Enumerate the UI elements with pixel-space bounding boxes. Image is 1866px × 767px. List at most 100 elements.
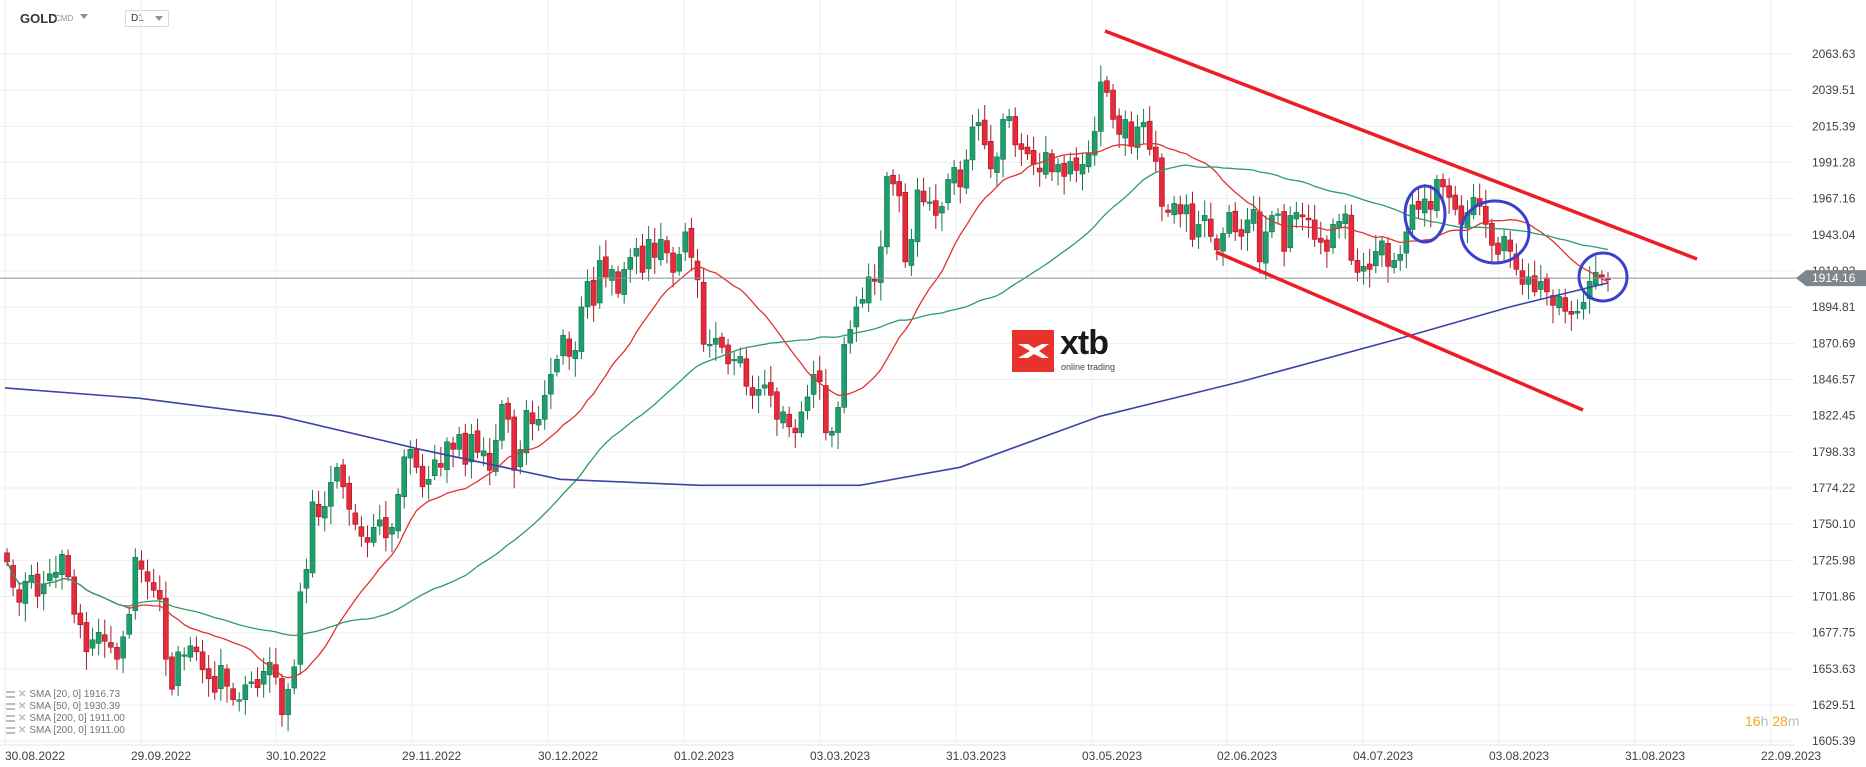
candle [1134, 126, 1141, 148]
candle [700, 281, 707, 345]
timeframe-select[interactable]: D1 [125, 10, 169, 27]
candle [1544, 277, 1550, 293]
candle [431, 459, 438, 477]
candle [1537, 281, 1544, 290]
legend-item-sma200-2[interactable]: ✕ SMA [200, 0] 1911.00 [6, 725, 125, 737]
candle [1140, 122, 1147, 128]
candle [957, 169, 964, 188]
annotation-circle[interactable] [1459, 199, 1531, 265]
candle [578, 306, 585, 352]
settings-lines-icon[interactable] [6, 714, 15, 722]
candle [132, 557, 139, 611]
candle [1366, 263, 1373, 270]
candle [101, 634, 108, 642]
candle [389, 527, 395, 535]
logo-brand: xtb [1060, 324, 1109, 362]
annotation-circle[interactable] [1577, 251, 1629, 303]
candle [95, 631, 102, 644]
candle [126, 613, 133, 635]
close-icon[interactable]: ✕ [18, 689, 27, 700]
candle [53, 572, 59, 578]
y-axis-label: 1798.33 [1812, 445, 1856, 459]
candle [120, 636, 126, 659]
candle [1067, 161, 1074, 175]
close-icon[interactable]: ✕ [18, 725, 27, 736]
symbol-dropdown-caret-icon[interactable] [80, 14, 88, 19]
candle [1012, 116, 1019, 146]
candle [425, 479, 432, 485]
y-axis-label: 1943.04 [1812, 228, 1856, 242]
candle [169, 656, 175, 690]
candle [505, 402, 511, 420]
candle [1299, 214, 1306, 218]
y-axis-label: 1822.45 [1812, 409, 1856, 423]
candle [28, 575, 35, 582]
candle [963, 159, 970, 189]
candle [1513, 253, 1520, 270]
candle [603, 256, 609, 278]
candle [1372, 251, 1379, 267]
candle [1330, 224, 1336, 249]
settings-lines-icon[interactable] [6, 726, 15, 734]
candle [1220, 233, 1226, 252]
x-axis-label: 30.08.2022 [5, 749, 65, 763]
indicator-legend: ✕ SMA [20, 0] 1916.73 ✕ SMA [50, 0] 1930.3… [6, 689, 125, 737]
x-axis-label: 03.08.2023 [1489, 749, 1549, 763]
candle [163, 597, 169, 660]
timer-minutes-unit: m [1787, 713, 1800, 729]
candle [10, 565, 16, 588]
close-icon[interactable]: ✕ [18, 713, 27, 724]
y-axis-label: 1774.22 [1812, 481, 1856, 495]
candle [841, 344, 847, 408]
legend-item-sma50[interactable]: ✕ SMA [50, 0] 1930.39 [6, 701, 125, 713]
legend-item-sma20[interactable]: ✕ SMA [20, 0] 1916.73 [6, 689, 125, 701]
x-axis-label: 01.02.2023 [674, 749, 734, 763]
candle [786, 413, 792, 428]
candle [1592, 272, 1599, 286]
close-icon[interactable]: ✕ [18, 701, 27, 712]
channel-lower-line[interactable] [1215, 250, 1584, 412]
candle [645, 239, 652, 270]
candle [548, 374, 554, 395]
candle [218, 664, 224, 689]
candle [199, 651, 206, 671]
candle [303, 569, 310, 589]
candle [517, 449, 524, 468]
candle [945, 179, 951, 204]
symbol-name[interactable]: GOLD [20, 11, 58, 26]
candle [1440, 179, 1446, 188]
candle [1055, 164, 1061, 173]
candle [34, 573, 41, 597]
channel-upper-line[interactable] [1104, 29, 1698, 261]
candle [438, 463, 444, 468]
timeframe-value: D1 [131, 13, 144, 24]
annotation-circle[interactable] [1403, 184, 1447, 244]
candle [1085, 153, 1092, 168]
candle [1024, 146, 1031, 155]
candle [1525, 276, 1532, 285]
legend-item-sma200[interactable]: ✕ SMA [200, 0] 1911.00 [6, 713, 125, 725]
candle [1159, 157, 1165, 207]
candle [224, 668, 230, 687]
legend-label: SMA [200, 0] 1911.00 [29, 725, 125, 736]
candle [156, 589, 163, 600]
candle [16, 589, 23, 603]
settings-lines-icon[interactable] [6, 702, 15, 710]
candle [761, 384, 768, 389]
grid [0, 0, 1795, 746]
y-axis-label: 1677.75 [1812, 626, 1856, 640]
candle [1415, 201, 1422, 210]
candle [340, 464, 346, 488]
candle [144, 571, 151, 582]
candle [810, 374, 817, 395]
settings-lines-icon[interactable] [6, 690, 15, 698]
candle [1177, 204, 1184, 215]
candle [1354, 260, 1361, 273]
candle [1214, 238, 1220, 251]
candle [321, 506, 328, 519]
y-axis-label: 1870.69 [1812, 336, 1856, 350]
y-axis-label: 1605.39 [1812, 734, 1856, 748]
y-axis-label: 1701.86 [1812, 590, 1856, 604]
current-price-tag: 1914.16 [1796, 270, 1866, 287]
